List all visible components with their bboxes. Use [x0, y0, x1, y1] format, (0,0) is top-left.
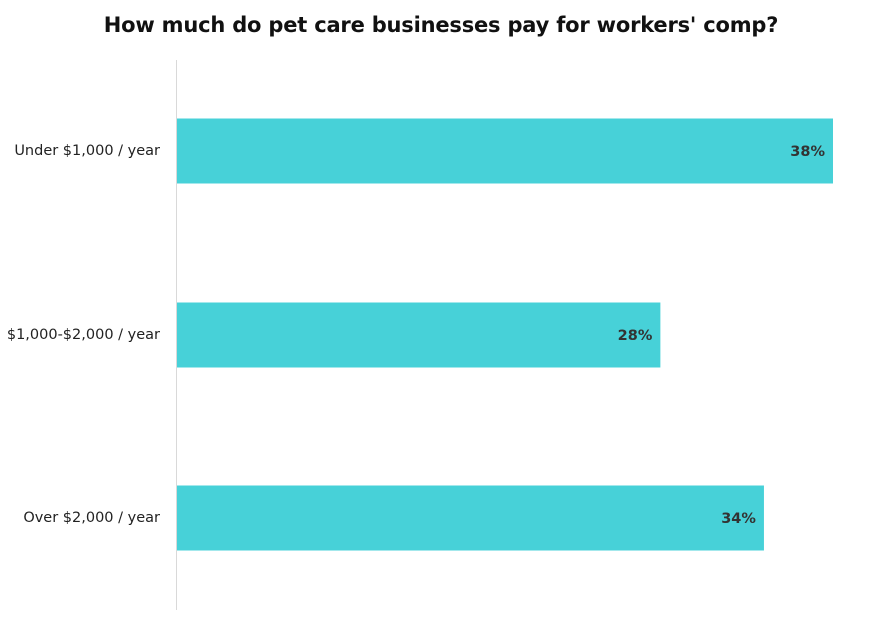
value-label: 28%	[618, 328, 653, 344]
chart-title: How much do pet care businesses pay for …	[103, 13, 779, 37]
category-label: $1,000-$2,000 / year	[7, 327, 160, 343]
value-label: 38%	[790, 144, 825, 160]
bar	[177, 485, 764, 551]
value-label: 34%	[721, 511, 756, 527]
category-label: Over $2,000 / year	[23, 510, 160, 526]
bar	[177, 302, 661, 368]
bar	[177, 118, 833, 184]
category-label: Under $1,000 / year	[14, 143, 160, 159]
bars-group: Under $1,000 / year 38% $1,000-$2,000 / ye…	[7, 118, 833, 551]
